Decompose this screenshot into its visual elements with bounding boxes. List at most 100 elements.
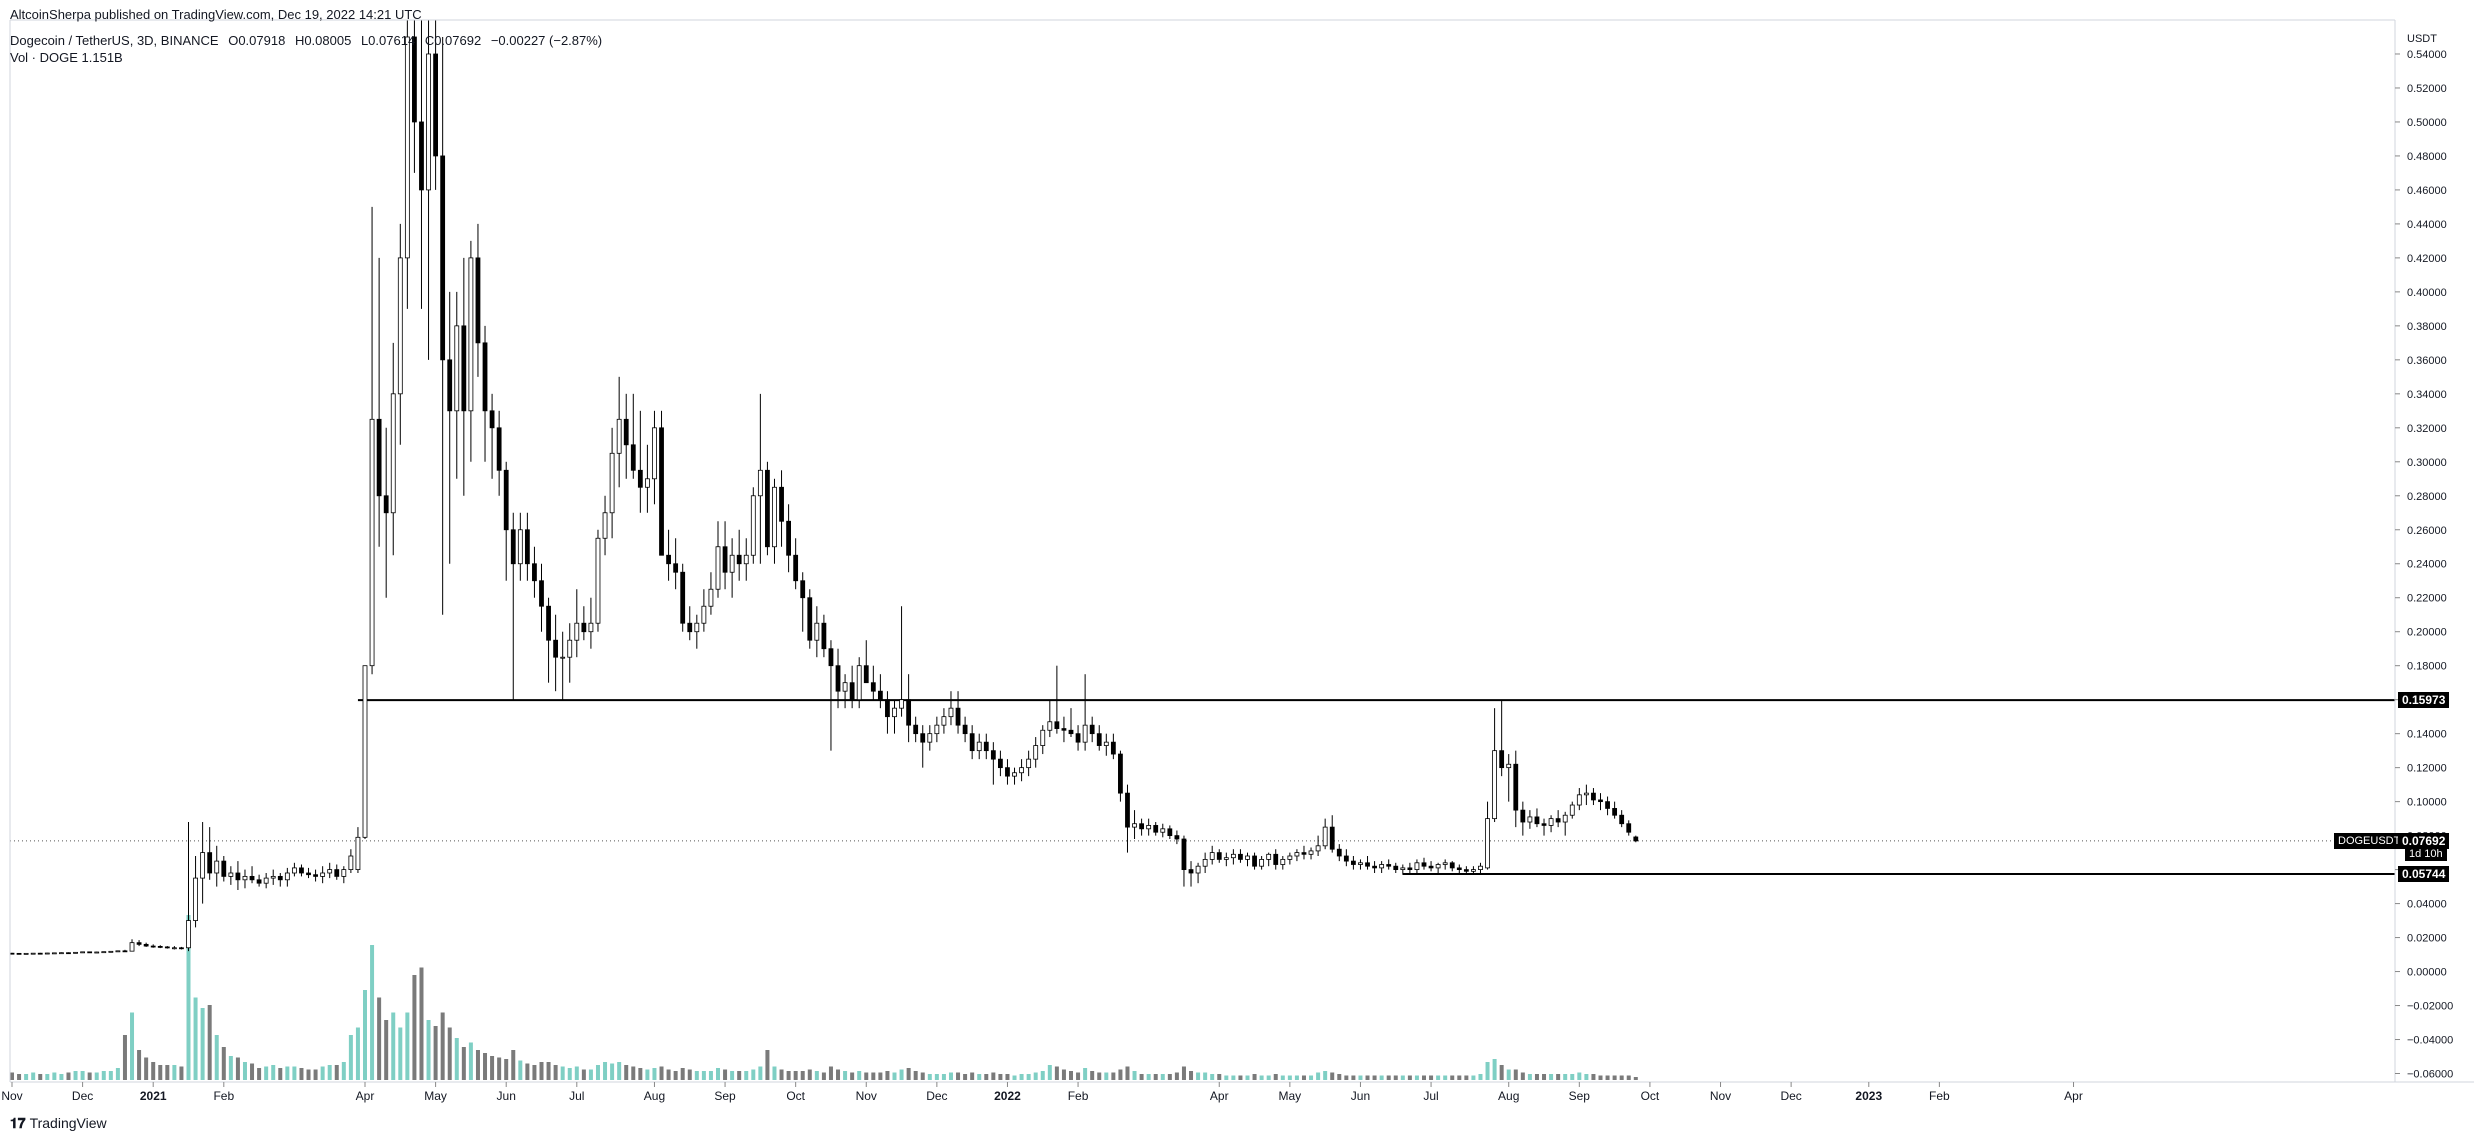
candle-body: [193, 877, 198, 921]
candle-body: [1598, 799, 1603, 803]
price-unit-label: USDT: [2407, 33, 2437, 45]
candle-body: [496, 427, 502, 471]
candle-body: [1463, 869, 1469, 872]
candle-body: [263, 877, 269, 884]
time-tick-label: Feb: [1068, 1089, 1089, 1103]
ohlc-close: C0.07692: [424, 33, 482, 48]
price-tick-label: 0.50000: [2407, 117, 2447, 129]
candle-body: [1478, 865, 1483, 870]
publisher-line: AltcoinSherpa published on TradingView.c…: [10, 7, 422, 22]
candle-body: [1329, 826, 1335, 850]
volume-bar: [567, 1068, 572, 1080]
tradingview-logo-icon: 𝟏𝟕: [10, 1115, 26, 1131]
time-tick-label: Jul: [569, 1089, 584, 1103]
volume-bar: [200, 1008, 205, 1080]
volume-bar: [151, 1062, 156, 1080]
candle-body: [998, 758, 1003, 769]
candle-body: [94, 951, 100, 954]
volume-bar: [525, 1063, 530, 1080]
candle-body: [786, 520, 791, 556]
volume-bar: [461, 1047, 466, 1080]
candle-body: [1400, 867, 1406, 871]
volume-bar: [1019, 1074, 1024, 1080]
volume-bar: [730, 1071, 735, 1080]
candle-body: [277, 875, 283, 881]
volume-bar: [45, 1074, 50, 1080]
volume-bar: [871, 1072, 876, 1080]
time-axis-ticks[interactable]: Nov Dec 2021 Feb Apr May Jun Jul Aug Sep Oct Nov Dec…: [1, 1082, 2083, 1103]
price-tick-label: 0.38000: [2407, 321, 2447, 333]
candle-body: [842, 682, 848, 692]
volume-bar: [850, 1072, 855, 1080]
time-tick-label: Apr: [1210, 1089, 1229, 1103]
volume-bar: [1393, 1075, 1398, 1080]
volume-bar: [52, 1072, 57, 1080]
volume-bar: [603, 1062, 608, 1080]
candle-body: [9, 952, 15, 955]
price-tick-label: 0.18000: [2407, 661, 2447, 673]
candle-body: [1555, 818, 1561, 823]
candle-body: [1428, 865, 1434, 869]
volume-bar: [836, 1069, 841, 1080]
time-tick-label: 2023: [1855, 1089, 1882, 1103]
candle-body: [404, 36, 410, 259]
candle-body: [1612, 808, 1618, 816]
candle-body: [1245, 855, 1250, 860]
candle-body: [1583, 792, 1589, 796]
volume-bar: [977, 1074, 982, 1080]
candle-body: [1047, 721, 1053, 731]
candle-body: [772, 486, 777, 548]
volume-bar: [1090, 1071, 1095, 1080]
price-tick-label: 0.04000: [2407, 899, 2447, 911]
candle-body: [793, 554, 799, 582]
volume-bar: [1612, 1075, 1617, 1080]
candle-body: [1541, 823, 1547, 826]
candle-body: [630, 444, 636, 471]
volume-bar: [843, 1071, 848, 1080]
price-axis-ticks[interactable]: 0.54000 0.52000 0.50000 0.48000 0.46000 0.440…: [2395, 49, 2453, 1081]
candle-body: [510, 529, 516, 565]
time-tick-label: Aug: [644, 1089, 665, 1103]
volume-bar: [1033, 1072, 1038, 1080]
candle-body: [1576, 794, 1582, 806]
candle-body: [913, 724, 919, 735]
candle-body: [602, 512, 608, 539]
symbol-line: Dogecoin / TetherUS, 3D, BINANCE O0.0791…: [10, 33, 608, 48]
level-price-tag-lower: 0.05744: [2398, 865, 2450, 882]
candle-body: [560, 656, 566, 659]
volume-bar: [518, 1060, 523, 1080]
candle-body: [1456, 867, 1462, 871]
volume-bar: [1245, 1075, 1250, 1080]
volume-bar: [158, 1065, 163, 1080]
candle-body: [892, 707, 897, 718]
volume-bar: [779, 1069, 784, 1080]
candle-body: [934, 724, 940, 735]
volume-bar: [1605, 1075, 1610, 1080]
volume-bar: [1047, 1065, 1052, 1080]
candle-body: [941, 716, 947, 726]
candle-body: [306, 872, 311, 876]
candle-body: [320, 872, 326, 877]
volume-bar: [285, 1066, 290, 1080]
time-tick-label: Feb: [1929, 1089, 1950, 1103]
candle-body: [1181, 838, 1187, 871]
volume-bar: [242, 1062, 247, 1080]
volume-bar: [652, 1068, 657, 1080]
candle-body: [1414, 862, 1420, 871]
candle-body: [454, 325, 460, 412]
volume-bar: [1076, 1072, 1081, 1080]
candle-body: [228, 872, 234, 877]
price-tick-label: −0.04000: [2407, 1035, 2453, 1047]
candle-body: [447, 359, 453, 412]
volume-bar: [800, 1071, 805, 1080]
volume-bar: [165, 1065, 170, 1080]
candle-body: [1393, 865, 1399, 870]
volume-bar: [906, 1068, 911, 1080]
candle-body: [1365, 862, 1370, 867]
symbol-price-tag: DOGEUSDT: [2334, 832, 2405, 849]
time-tick-label: Aug: [1498, 1089, 1519, 1103]
time-tick-label: 2021: [140, 1089, 167, 1103]
horizontal-levels[interactable]: [10, 699, 2395, 875]
volume-bar: [490, 1056, 495, 1080]
